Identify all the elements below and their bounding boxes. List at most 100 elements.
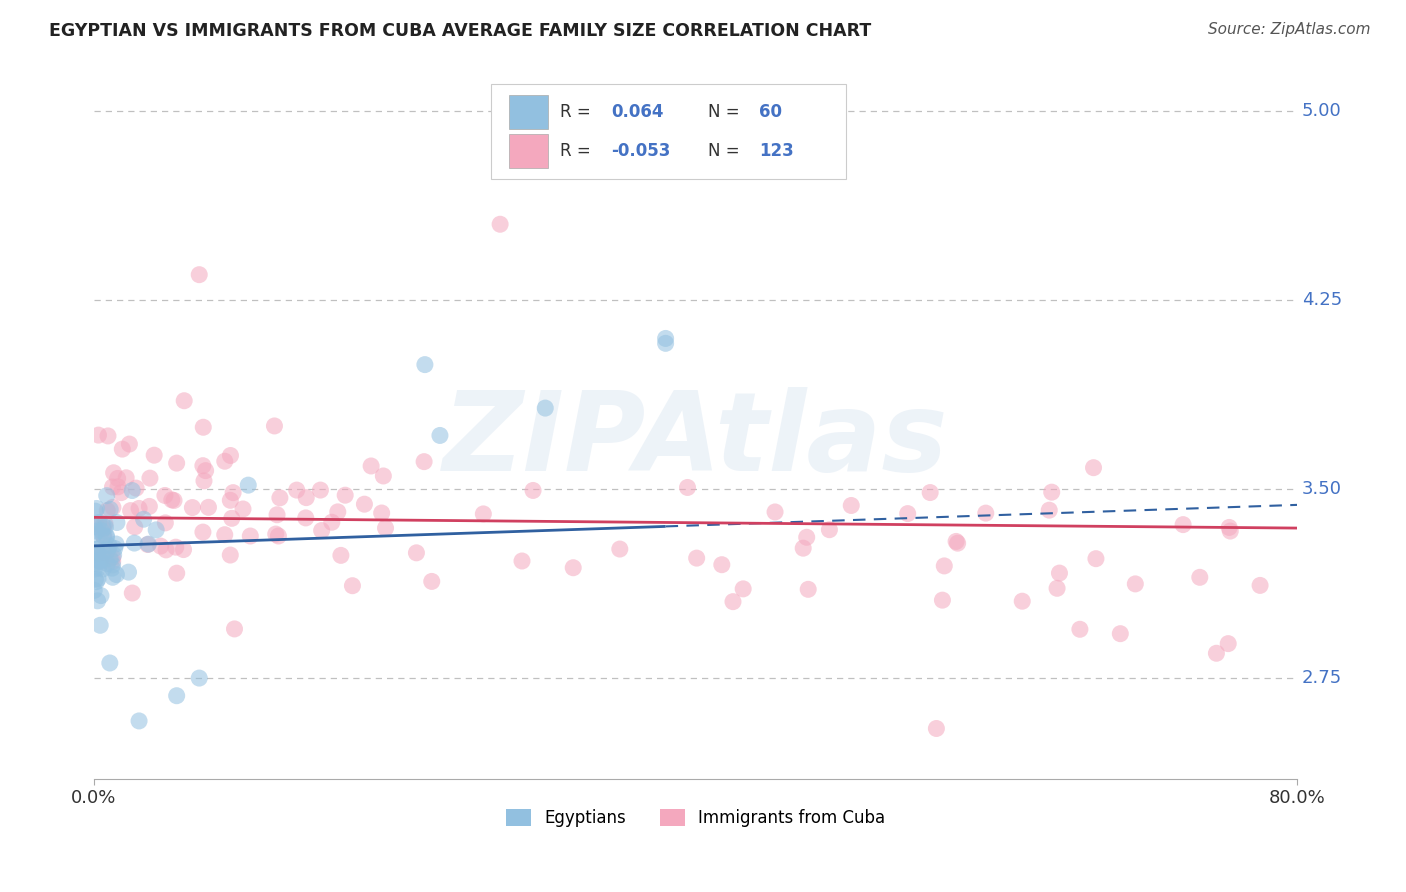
Point [101, 554, 124, 568]
Point [232, 502, 254, 516]
Point [143, 448, 166, 462]
Point [96, 503, 118, 517]
Point [89, 553, 111, 567]
Point [721, 595, 744, 609]
Text: 0.064: 0.064 [612, 103, 664, 120]
Point [194, 464, 217, 478]
Point [193, 474, 215, 488]
Point [101, 480, 124, 494]
Legend: Egyptians, Immigrants from Cuba: Egyptians, Immigrants from Cuba [499, 803, 891, 834]
Point [221, 511, 243, 525]
Point [117, 565, 139, 579]
Point [676, 481, 699, 495]
Point [489, 217, 512, 231]
Point [97, 543, 120, 558]
Point [818, 523, 841, 537]
Point [83, 557, 105, 571]
Point [118, 437, 141, 451]
Point [945, 534, 967, 549]
Point [94, 516, 117, 531]
Point [654, 331, 676, 345]
Point [110, 485, 132, 500]
Point [98, 502, 121, 516]
Point [214, 527, 236, 541]
Point [166, 566, 188, 581]
Point [121, 483, 143, 498]
Point [311, 524, 333, 538]
Point [86, 542, 108, 557]
Point [1069, 622, 1091, 636]
Point [267, 529, 290, 543]
Point [103, 466, 125, 480]
Text: ZIPAtlas: ZIPAtlas [443, 386, 949, 493]
Point [86, 574, 108, 589]
Point [155, 542, 177, 557]
Point [1205, 646, 1227, 660]
Point [931, 593, 953, 607]
Text: EGYPTIAN VS IMMIGRANTS FROM CUBA AVERAGE FAMILY SIZE CORRELATION CHART: EGYPTIAN VS IMMIGRANTS FROM CUBA AVERAGE… [49, 22, 872, 40]
Point [839, 499, 862, 513]
Point [295, 491, 318, 505]
Point [91, 522, 114, 536]
Point [125, 481, 148, 495]
Point [115, 471, 138, 485]
Point [105, 516, 128, 530]
Point [685, 551, 707, 566]
Point [609, 542, 631, 557]
Point [1249, 578, 1271, 592]
Point [87, 541, 110, 556]
Point [309, 483, 332, 497]
Point [94, 520, 117, 534]
Point [101, 561, 124, 575]
Point [89, 555, 111, 569]
Point [121, 586, 143, 600]
Bar [509, 95, 548, 128]
Point [191, 458, 214, 473]
Point [98, 656, 121, 670]
Point [413, 358, 436, 372]
Point [429, 428, 451, 442]
Point [285, 483, 308, 497]
Point [87, 545, 110, 559]
Text: 123: 123 [759, 142, 794, 160]
Point [193, 420, 215, 434]
Point [173, 393, 195, 408]
Point [763, 505, 786, 519]
Point [138, 537, 160, 551]
Point [733, 582, 755, 596]
Point [219, 449, 242, 463]
Point [98, 539, 121, 553]
Point [239, 529, 262, 543]
Point [166, 689, 188, 703]
Point [128, 501, 150, 516]
Point [321, 515, 343, 529]
Point [91, 562, 114, 576]
Point [83, 527, 105, 541]
Point [165, 540, 187, 554]
Point [1011, 594, 1033, 608]
Point [87, 516, 110, 530]
Point [181, 500, 204, 515]
Point [1083, 460, 1105, 475]
Point [329, 549, 352, 563]
Point [342, 579, 364, 593]
Point [219, 548, 242, 562]
Text: 3.50: 3.50 [1302, 480, 1341, 498]
Point [1218, 520, 1240, 534]
Point [91, 545, 114, 559]
Point [91, 519, 114, 533]
Point [160, 492, 183, 507]
Point [103, 548, 125, 562]
Point [97, 429, 120, 443]
Point [214, 454, 236, 468]
Text: -0.053: -0.053 [612, 142, 671, 160]
Point [90, 549, 112, 564]
Point [710, 558, 733, 572]
Point [86, 501, 108, 516]
Point [294, 511, 316, 525]
Point [96, 529, 118, 543]
Point [897, 507, 920, 521]
Point [1038, 503, 1060, 517]
Point [219, 493, 242, 508]
Point [1123, 577, 1146, 591]
